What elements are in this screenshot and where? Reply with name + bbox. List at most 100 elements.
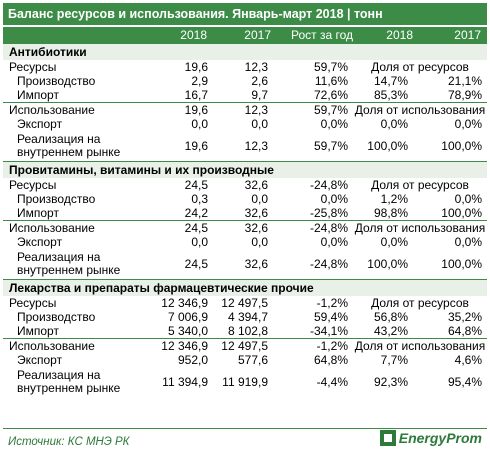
row-label: Использование [3,338,153,353]
share-label: Доля от использования [353,220,487,235]
table-cell: 577,6 [237,353,268,367]
table-cell: -4,4% [316,374,348,389]
row-label: Экспорт [17,117,63,131]
table-cell: 0,0% [380,117,408,131]
column-header: Рост за год [290,28,353,42]
table-cell: 24,5 [184,256,208,271]
table-cell: 21,1% [447,74,482,88]
table-cell: 4,6% [454,353,482,367]
table-cell: 19,6 [184,60,208,74]
data-table: Антибиотики Ресурсы 19,6 12,3 59,7% Доля от р… [3,43,487,397]
table-cell: 32,6 [244,178,268,192]
table-cell: 100,0% [441,138,482,153]
row-label: Импорт [17,206,59,220]
table-row: Импорт 5 340,0 8 102,8 -34,1% 43,2% 64,8% [3,324,487,339]
table-cell: 32,6 [244,256,268,271]
table-row: Экспорт 0,0 0,0 0,0% 0,0% 0,0% [3,117,487,131]
row-label: Ресурсы [9,296,57,310]
table-cell: 98,8% [373,206,408,220]
table-cell: 11 394,9 [162,374,208,389]
table-cell: 59,7% [313,138,348,153]
table-row: Ресурсы 19,6 12,3 59,7% Доля от ресурсов [3,60,487,74]
table-row: Использование 24,5 32,6 -24,8% Доля от испол… [3,220,487,235]
table-cell: 0,0% [320,235,348,249]
logo-text: EnergyProm [398,430,482,446]
logo-icon [379,430,396,446]
table-cell: 19,6 [184,138,208,153]
table-cell: 19,6 [153,102,213,117]
table-cell: 0,0 [191,235,208,249]
table-cell: 0,0 [251,117,268,131]
table-cell: 5 340,0 [167,324,208,338]
table-row: Использование 12 346,9 12 497,5 -1,2% Доля о… [3,338,487,353]
section-title: Провитамины, витамины и их производные [3,161,487,178]
table-cell: 0,0% [380,235,408,249]
table-cell: 4 394,7 [227,310,268,324]
table-cell: 11,6% [314,74,348,88]
table-cell: 2,6 [251,74,268,88]
row-label: Реализация на внутреннем рынке [17,368,121,395]
table-cell: 12 497,5 [213,338,273,353]
table-row: Экспорт 0,0 0,0 0,0% 0,0% 0,0% [3,235,487,249]
column-header: 2017 [244,28,271,42]
table-cell: 64,8% [447,324,482,338]
table-cell: 12 497,5 [221,296,268,310]
table-cell: -1,2% [273,338,353,353]
table-cell: 0,0% [320,192,348,206]
table-cell: 16,7 [184,88,208,102]
table-cell: 32,6 [213,220,273,235]
row-label: Реализация на внутреннем рынке [17,132,121,159]
table-cell: 7 006,9 [167,310,208,324]
table-cell: 59,7% [313,60,348,74]
table-title: Баланс ресурсов и использования. Январь-… [3,3,487,25]
share-label: Доля от использования [353,102,487,117]
table-cell: 0,3 [191,192,208,206]
table-cell: 24,2 [184,206,208,220]
row-label: Экспорт [17,235,63,249]
table-row: Импорт 24,2 32,6 -25,8% 98,8% 100,0% [3,206,487,221]
section-title: Антибиотики [3,43,487,60]
table-cell: 12 346,9 [161,296,208,310]
table-row: Реализация на внутреннем рынке 24,5 32,6 -2… [3,249,487,280]
table-cell: 8 102,8 [227,324,268,338]
row-label: Экспорт [17,353,63,367]
table-cell: 12,3 [244,60,268,74]
table-cell: 952,0 [177,353,208,367]
table-cell: -1,2% [316,296,348,310]
table-row: Использование 19,6 12,3 59,7% Доля от исполь… [3,102,487,117]
row-label: Ресурсы [9,60,57,74]
table-row: Ресурсы 12 346,9 12 497,5 -1,2% Доля от ресу… [3,296,487,310]
table-cell: 14,7% [373,74,408,88]
table-cell: 12,3 [244,138,268,153]
table-cell: 2,9 [191,74,208,88]
share-label: Доля от ресурсов [371,178,469,192]
table-cell: 56,8% [373,310,408,324]
table-cell: 72,6% [313,88,348,102]
table-cell: 12 346,9 [153,338,213,353]
table-cell: 9,7 [251,88,268,102]
table-cell: -25,8% [309,206,348,220]
table-row: Производство 0,3 0,0 0,0% 1,2% 0,0% [3,192,487,206]
table-cell: 24,5 [153,220,213,235]
table-cell: 0,0% [454,192,482,206]
table-cell: 95,4% [447,374,482,389]
column-header: 2018 [386,28,413,42]
table-cell: -24,8% [309,256,348,271]
table-cell: 0,0 [191,117,208,131]
table-cell: 11 919,9 [222,374,268,389]
table-cell: 85,3% [373,88,408,102]
table-cell: 35,2% [447,310,482,324]
row-label: Ресурсы [9,178,57,192]
row-label: Импорт [17,324,59,338]
row-label: Производство [17,192,96,206]
table-cell: 0,0 [251,192,268,206]
table-cell: 100,0% [441,206,482,220]
table-row: Производство 2,9 2,6 11,6% 14,7% 21,1% [3,74,487,88]
table-row: Реализация на внутреннем рынке 11 394,9 11… [3,367,487,397]
row-label: Использование [3,102,153,117]
row-label: Импорт [17,88,59,102]
section-header: Провитамины, витамины и их производные [3,161,487,178]
table-cell: 64,8% [313,353,348,367]
table-cell: 24,5 [184,178,208,192]
